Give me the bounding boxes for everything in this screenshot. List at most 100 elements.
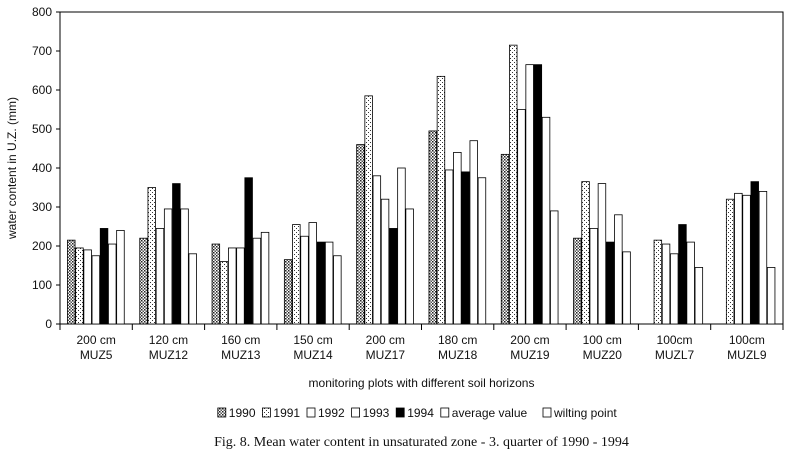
x-tick-label-plot: MUZ12 xyxy=(149,348,189,362)
bar-1993-MUZ5 xyxy=(91,255,101,325)
x-tick-label-depth: 180 cm xyxy=(438,333,477,347)
bar-wilting-point-MUZ14 xyxy=(333,255,342,325)
bar-1990-MUZ13 xyxy=(211,243,221,325)
bar-1990-MUZ20 xyxy=(573,237,582,325)
x-tick-label-depth: 120 cm xyxy=(149,333,188,347)
legend-swatch xyxy=(261,407,271,418)
bar-1991-MUZ20 xyxy=(581,181,590,325)
bar-1993-MUZ19 xyxy=(525,64,534,325)
bar-1993-MUZ17 xyxy=(380,198,390,325)
bar-average-value-MUZL7 xyxy=(686,241,695,325)
bar-1994-MUZ17 xyxy=(389,228,398,325)
x-tick-label-depth: 200 cm xyxy=(510,333,549,347)
y-axis: 0 100 200 300 400 500 600 700 800 xyxy=(32,5,60,331)
x-tick-label-plot: MUZ14 xyxy=(293,348,333,362)
legend-swatch xyxy=(542,407,552,418)
bar-1992-MUZ20 xyxy=(589,228,598,325)
bar-wilting-point-MUZL9 xyxy=(766,267,776,325)
x-tick-label-plot: MUZ5 xyxy=(80,348,113,362)
bar-1993-MUZ12 xyxy=(163,208,173,325)
bar-1991-MUZ17 xyxy=(364,95,373,325)
bar-average-value-MUZ5 xyxy=(108,243,117,325)
bar-average-value-MUZ19 xyxy=(541,116,551,325)
bar-1991-MUZ12 xyxy=(147,187,156,325)
legend-label: 1991 xyxy=(273,406,300,420)
legend-swatch xyxy=(217,407,227,418)
bar-average-value-MUZL9 xyxy=(758,190,768,325)
bar-1992-MUZ14 xyxy=(300,235,309,325)
bar-wilting-point-MUZ13 xyxy=(260,231,270,325)
bar-1993-MUZ13 xyxy=(236,247,245,325)
bar-1993-MUZL7 xyxy=(670,253,679,325)
bar-1994-MUZL7 xyxy=(678,224,687,325)
bar-1992-MUZ18 xyxy=(444,169,454,325)
bar-1992-MUZ12 xyxy=(155,228,165,325)
x-tick-label-depth: 100cm xyxy=(729,333,765,347)
x-tick-label-depth: 100cm xyxy=(657,333,693,347)
bar-1991-MUZL7 xyxy=(653,239,663,325)
bar-1990-MUZ17 xyxy=(356,144,365,325)
bar-1993-MUZ20 xyxy=(597,183,607,325)
y-tick-label: 500 xyxy=(32,122,52,136)
bar-average-value-MUZ18 xyxy=(469,140,478,325)
x-tick-label-plot: MUZ17 xyxy=(366,348,406,362)
bar-1991-MUZL9 xyxy=(725,198,735,325)
x-tick-label-depth: 200 cm xyxy=(366,333,405,347)
bar-1994-MUZ5 xyxy=(99,228,109,325)
x-tick-label-plot: MUZ19 xyxy=(510,348,550,362)
x-tick-label-plot: MUZ20 xyxy=(583,348,623,362)
bar-1994-MUZL9 xyxy=(750,181,759,325)
bar-1994-MUZ14 xyxy=(316,241,326,325)
y-tick-label: 700 xyxy=(32,44,52,58)
bar-1993-MUZL9 xyxy=(742,194,751,325)
bar-1992-MUZL9 xyxy=(734,192,743,325)
bar-average-value-MUZ12 xyxy=(180,208,189,325)
bar-1990-MUZ14 xyxy=(283,259,293,325)
bar-wilting-point-MUZL7 xyxy=(694,267,704,325)
bar-1992-MUZ17 xyxy=(372,175,382,325)
bar-1993-MUZ18 xyxy=(453,151,462,325)
legend-label: 1990 xyxy=(229,406,256,420)
legend-swatch xyxy=(440,407,450,418)
legend: 1990 1991 1992 1993 1994 average value wilting… xyxy=(217,406,617,420)
legend-label: 1992 xyxy=(318,406,345,420)
bar-1991-MUZ18 xyxy=(436,75,446,325)
x-tick-label-depth: 100 cm xyxy=(583,333,622,347)
bar-1993-MUZ14 xyxy=(308,222,317,325)
bar-1991-MUZ19 xyxy=(509,44,518,325)
bar-wilting-point-MUZ20 xyxy=(622,251,631,325)
bar-1994-MUZ20 xyxy=(605,241,615,325)
bar-1994-MUZ13 xyxy=(244,177,253,325)
bar-1994-MUZ19 xyxy=(533,64,543,325)
bar-1992-MUZ13 xyxy=(228,247,237,325)
bar-1991-MUZ13 xyxy=(219,261,229,325)
bar-1994-MUZ12 xyxy=(172,183,181,325)
legend-label: average value xyxy=(452,406,528,420)
y-tick-label: 100 xyxy=(32,278,52,292)
bar-wilting-point-MUZ18 xyxy=(477,177,487,325)
y-tick-label: 200 xyxy=(32,239,52,253)
y-axis-title: water content in U.Z. (mm) xyxy=(5,97,19,240)
y-tick-label: 300 xyxy=(32,200,52,214)
legend-label: wilting point xyxy=(553,406,617,420)
x-tick-label-plot: MUZL9 xyxy=(727,348,767,362)
bar-1992-MUZL7 xyxy=(661,243,671,325)
bar-average-value-MUZ20 xyxy=(614,214,623,325)
legend-label: 1994 xyxy=(407,406,434,420)
bar-1992-MUZ19 xyxy=(517,109,526,325)
bar-1992-MUZ5 xyxy=(83,249,92,325)
figure-caption: Fig. 8. Mean water content in unsaturate… xyxy=(214,435,629,450)
bar-wilting-point-MUZ12 xyxy=(188,253,197,325)
x-tick-label-plot: MUZL7 xyxy=(655,348,695,362)
bar-average-value-MUZ13 xyxy=(252,237,262,325)
x-tick-label-depth: 160 cm xyxy=(221,333,260,347)
legend-swatch xyxy=(351,407,361,418)
legend-swatch xyxy=(306,407,316,418)
bar-1990-MUZ18 xyxy=(428,130,437,325)
bar-wilting-point-MUZ17 xyxy=(405,208,414,325)
bar-1990-MUZ5 xyxy=(67,239,76,325)
x-tick-label-plot: MUZ13 xyxy=(221,348,261,362)
